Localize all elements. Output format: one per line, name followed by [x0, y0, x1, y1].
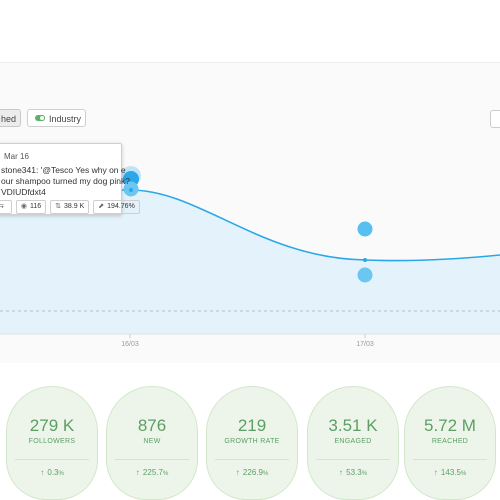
post-tooltip: Mar 16 stone341: '@Tesco Yes why on e ou…: [0, 143, 140, 215]
tooltip-text-line: our shampoo turned my dog pink?: [1, 176, 130, 186]
stat-change: ↑ 225.7%: [107, 468, 197, 477]
stat-divider: [316, 459, 390, 460]
tooltip-stat-value: 38.9 K: [64, 203, 85, 210]
stat-change: ↑ 226.9%: [207, 468, 297, 477]
stat-divider: [215, 459, 289, 460]
stat-card-followers[interactable]: 279 K FOLLOWERS ↑ 0.3%: [6, 386, 98, 500]
industry-toggle-label: Industry: [49, 114, 82, 124]
retweet-icon: ⇆: [0, 203, 4, 210]
stat-value: 3.51 K: [328, 416, 378, 435]
toggle-switch-icon: [35, 115, 45, 121]
tooltip-stat-views: ◉ 116: [15, 200, 47, 214]
stat-change-value: 226.9: [242, 468, 263, 477]
area-fill: [0, 190, 500, 334]
stat-value: 279 K: [29, 416, 75, 435]
data-point: [363, 258, 367, 262]
left-toggle-button[interactable]: hed: [0, 109, 21, 127]
stat-change-value: 53.3: [346, 468, 362, 477]
data-point: [129, 188, 133, 192]
views-icon: ◉: [20, 203, 27, 210]
x-tick-label: 17/03: [356, 341, 374, 348]
stat-divider: [115, 459, 189, 460]
tooltip-stat-value: 194.76%: [107, 203, 135, 210]
reach-icon: ⇅: [55, 203, 62, 210]
arrow-up-icon: ↑: [235, 468, 240, 477]
left-toggle-label: hed: [1, 114, 17, 124]
stat-change: ↑ 53.3%: [308, 468, 398, 477]
stat-change-value: 225.7: [142, 468, 163, 477]
arrow-up-icon: ↑: [40, 468, 45, 477]
x-tick-label: 16/03: [121, 341, 139, 348]
arrow-up-icon: ↑: [338, 468, 343, 477]
stat-divider: [413, 459, 487, 460]
stat-card-reached[interactable]: 5.72 M REACHED ↑ 143.5%: [404, 386, 496, 500]
stat-change-unit: %: [361, 471, 368, 477]
stat-value: 219: [237, 416, 267, 435]
industry-toggle-button[interactable]: Industry: [27, 109, 86, 127]
stat-label: FOLLOWERS: [28, 438, 76, 445]
tooltip-text-line: stone341: '@Tesco Yes why on e: [1, 165, 126, 175]
stat-card-new[interactable]: 876 NEW ↑ 225.7%: [106, 386, 198, 500]
stat-divider: [15, 459, 89, 460]
tooltip-text-line: VDIUDfdxt4: [1, 187, 46, 197]
stat-change-unit: %: [262, 471, 269, 477]
tooltip-date: Mar 16: [4, 152, 29, 161]
arrow-up-icon: ↑: [135, 468, 140, 477]
stat-change-unit: %: [162, 471, 169, 477]
stat-value: 876: [137, 416, 167, 435]
stat-label: REACHED: [431, 438, 469, 445]
arrow-up-icon: ↑: [433, 468, 438, 477]
stat-change: ↑ 143.5%: [405, 468, 495, 477]
growth-icon: ⬈: [98, 203, 105, 210]
stat-label: NEW: [143, 438, 161, 445]
stat-value: 5.72 M: [424, 416, 476, 435]
stat-card-growth-rate[interactable]: 219 GROWTH RATE ↑ 226.9%: [206, 386, 298, 500]
stat-change-value: 143.5: [440, 468, 461, 477]
event-marker: [357, 267, 373, 283]
stat-change: ↑ 0.3%: [7, 468, 97, 477]
tooltip-stat-retweets: ⇆: [0, 200, 12, 214]
stats-row: 279 K FOLLOWERS ↑ 0.3% 876 NEW ↑ 225.7% …: [0, 386, 500, 500]
tooltip-stat-growth: ⬈ 194.76%: [93, 200, 140, 214]
stat-card-engaged[interactable]: 3.51 K ENGAGED ↑ 53.3%: [307, 386, 399, 500]
tooltip-stat-value: 116: [29, 203, 42, 210]
tooltip-stat-reach: ⇅ 38.9 K: [50, 200, 90, 214]
stat-label: ENGAGED: [334, 438, 372, 445]
tooltip-stats: ⇆ ◉ 116 ⇅ 38.9 K ⬈ 194.76%: [0, 200, 140, 214]
stat-change-value: 0.3: [47, 468, 59, 477]
event-marker: [357, 221, 373, 237]
options-button[interactable]: [490, 110, 500, 128]
stat-label: GROWTH RATE: [224, 438, 280, 445]
stat-change-unit: %: [460, 471, 467, 477]
stat-change-unit: %: [58, 471, 64, 477]
